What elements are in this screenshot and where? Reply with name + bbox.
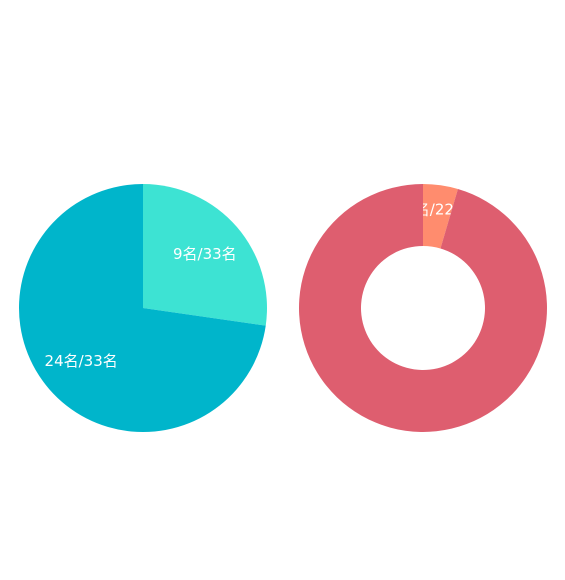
- chart-0-slice-0: [143, 184, 267, 326]
- chart-1-slice-1: [299, 184, 547, 432]
- chart-1-slice-0: [423, 184, 458, 249]
- pie-chart-left: 9名/33名 24名/33名: [18, 184, 267, 433]
- donut-chart-right: 1名/22名: [299, 184, 547, 432]
- chart-0-slice-0-label: 9名/33名: [173, 245, 237, 263]
- chart-0-slice-1: [18, 184, 266, 433]
- chart-0-slice-1-label: 24名/33名: [45, 352, 118, 370]
